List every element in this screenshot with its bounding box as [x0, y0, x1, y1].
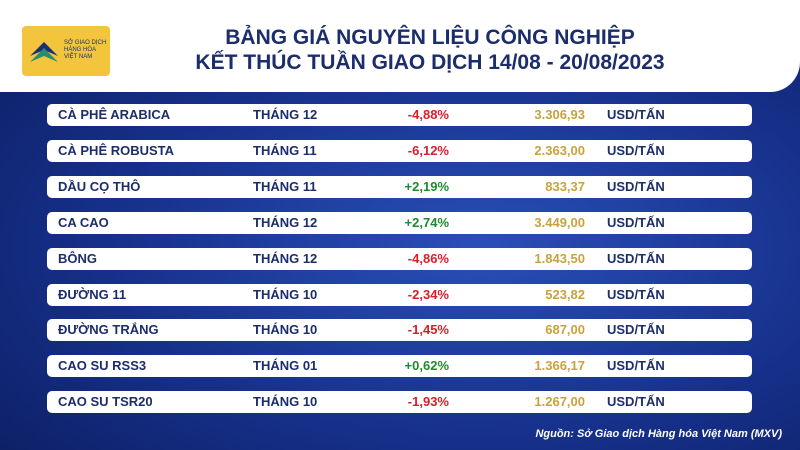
title: BẢNG GIÁ NGUYÊN LIỆU CÔNG NGHIỆP [225, 26, 635, 49]
contract-month: THÁNG 11 [253, 142, 317, 158]
contract-month: THÁNG 12 [253, 250, 318, 266]
change: -1,45% [407, 322, 449, 338]
commodity: DẦU CỌ THÔ [58, 178, 141, 194]
change: +2,19% [404, 178, 449, 194]
price: 687,00 [545, 322, 585, 338]
table-row: CÀ PHÊ ROBUSTA THÁNG 11 -6,12% 2.363,00 USD/… [47, 139, 752, 162]
commodity: CAO SU TSR20 [58, 394, 153, 410]
logo-mark [30, 42, 58, 62]
unit: USD/TẤN [607, 286, 665, 302]
change: +0,62% [404, 358, 449, 374]
contract-month: THÁNG 10 [253, 286, 318, 302]
logo: SỞ GIAO DỊCH HÀNG HÓA VIỆT NAM [22, 26, 110, 76]
table-row: CAO SU RSS3 THÁNG 01 +0,62% 1.366,17 USD/TẤN [47, 355, 752, 378]
price: 3.306,93 [534, 107, 585, 122]
unit: USD/TẤN [607, 322, 665, 338]
table-row: CAO SU TSR20 THÁNG 10 -1,93% 1.267,00 USD/TẤ… [47, 391, 752, 414]
contract-month: THÁNG 01 [253, 358, 318, 374]
commodity: CÀ PHÊ ARABICA [58, 107, 171, 122]
price: 3.449,00 [534, 214, 585, 230]
commodity: CAO SU RSS3 [58, 358, 147, 374]
logo-text: HÀNG HÓA [64, 47, 97, 53]
price: 523,82 [545, 286, 585, 302]
commodity: BÔNG [58, 250, 97, 266]
price: 1.366,17 [534, 358, 585, 374]
commodity: CA CAO [58, 214, 109, 230]
table-row: ĐƯỜNG 11 THÁNG 10 -2,34% 523,82 USD/TẤN [47, 283, 752, 306]
change: +2,74% [404, 214, 449, 230]
table-row: BÔNG THÁNG 12 -4,86% 1.843,50 USD/TẤN [47, 247, 752, 270]
unit: USD/TẤN [607, 214, 665, 230]
contract-month: THÁNG 11 [253, 178, 317, 194]
source-note: Nguồn: Sở Giao dịch Hàng hóa Việt Nam (M… [535, 428, 782, 440]
change: -6,12% [407, 142, 449, 158]
table-row: CA CAO THÁNG 12 +2,74% 3.449,00 USD/TẤN [47, 211, 752, 234]
title: KẾT THÚC TUẦN GIAO DỊCH 14/08 - 20/08/20… [195, 51, 665, 74]
table-row: CÀ PHÊ ARABICA THÁNG 12 -4,88% 3.306,93 USD/… [47, 104, 752, 126]
unit: USD/TẤN [607, 178, 665, 194]
contract-month: THÁNG 12 [253, 214, 318, 230]
table-row: ĐƯỜNG TRẮNG THÁNG 10 -1,45% 687,00 USD/TẤN [47, 319, 752, 342]
change: -4,86% [407, 250, 449, 266]
change: -4,88% [407, 107, 449, 122]
price: 1.843,50 [534, 250, 585, 266]
unit: USD/TẤN [607, 358, 665, 374]
price: 1.267,00 [534, 394, 585, 410]
table-row: DẦU CỌ THÔ THÁNG 11 +2,19% 833,37 USD/TẤN [47, 175, 752, 198]
price: 2.363,00 [534, 142, 585, 158]
commodity: CÀ PHÊ ROBUSTA [58, 142, 175, 158]
contract-month: THÁNG 12 [253, 107, 318, 122]
commodity: ĐƯỜNG TRẮNG [58, 322, 159, 338]
change: -1,93% [407, 394, 449, 410]
commodity: ĐƯỜNG 11 [58, 286, 127, 302]
unit: USD/TẤN [607, 142, 665, 158]
unit: USD/TẤN [607, 107, 665, 122]
logo-text: VIỆT NAM [64, 54, 93, 60]
contract-month: THÁNG 10 [253, 322, 318, 338]
contract-month: THÁNG 10 [253, 394, 318, 410]
unit: USD/TẤN [607, 250, 665, 266]
unit: USD/TẤN [607, 394, 665, 410]
header-banner: SỞ GIAO DỊCH HÀNG HÓA VIỆT NAM BẢNG GIÁ … [0, 0, 800, 92]
change: -2,34% [407, 286, 449, 302]
logo-text: SỞ GIAO DỊCH [64, 40, 107, 46]
price: 833,37 [545, 178, 585, 194]
